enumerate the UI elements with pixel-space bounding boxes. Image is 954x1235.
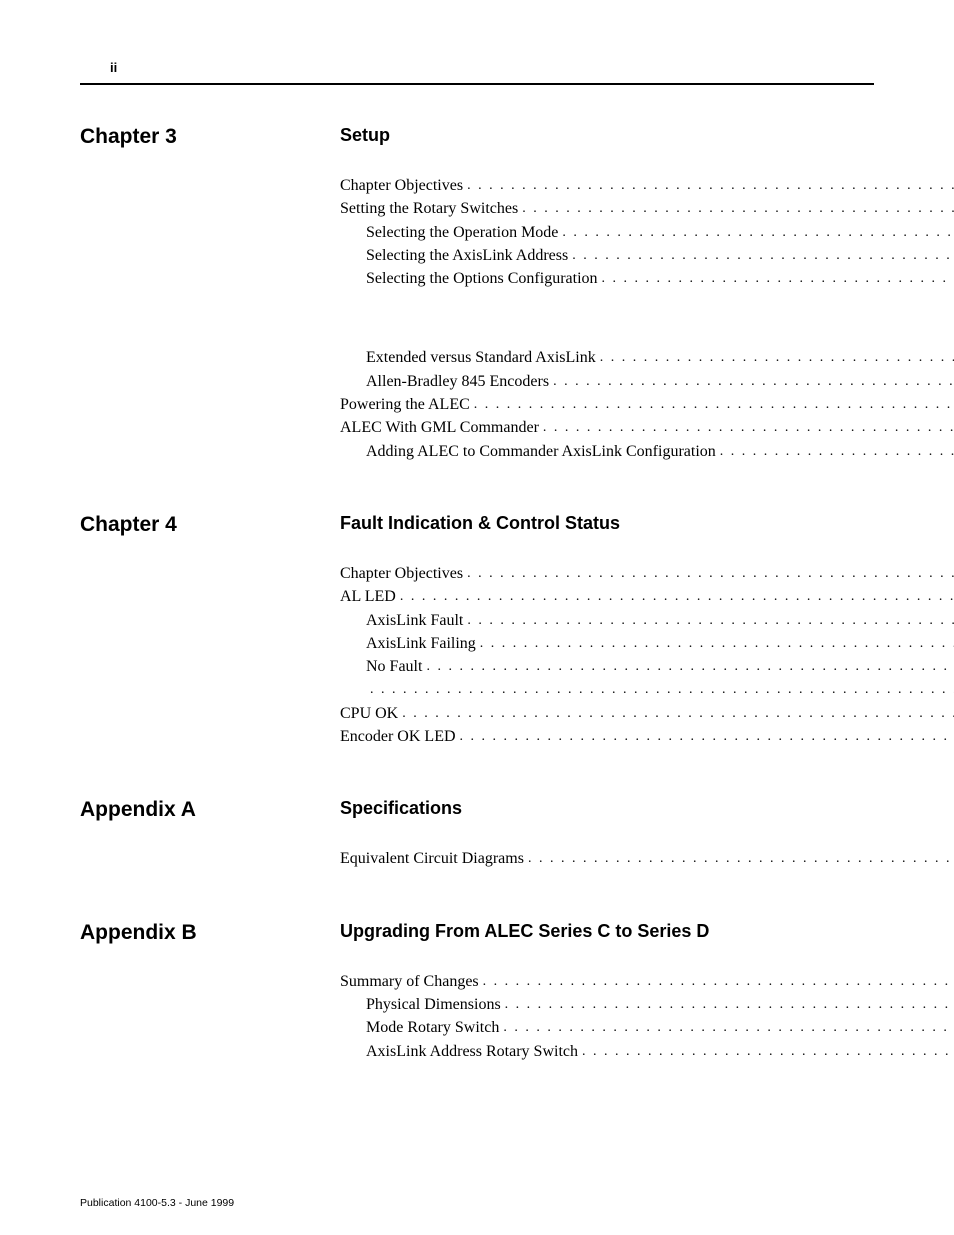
toc-text: Selecting the Operation Mode (366, 221, 558, 244)
toc-leader-dots (505, 995, 954, 1015)
chapter-block: Appendix BUpgrading From ALEC Series C t… (80, 921, 874, 1063)
section-title: Specifications (340, 798, 954, 819)
toc-leader-dots (720, 442, 954, 462)
toc-line: Setting the Rotary Switches27 (340, 197, 954, 220)
toc-text: Selecting the Options Configuration (366, 267, 598, 290)
toc-leader-dots (600, 348, 954, 368)
toc-leader-dots (370, 680, 954, 700)
toc-line: AxisLink Failing38 (340, 632, 954, 655)
toc-leader-dots (402, 704, 954, 724)
chapter-block: Chapter 4Fault Indication & Control Stat… (80, 513, 874, 748)
gap-block (340, 290, 954, 346)
section-title: Upgrading From ALEC Series C to Series D (340, 921, 954, 942)
toc-text: Allen-Bradley 845 Encoders (366, 370, 549, 393)
toc-leader-dots (467, 176, 954, 196)
toc-line: Selecting the Operation Mode27 (340, 221, 954, 244)
toc-text: Physical Dimensions (366, 993, 501, 1016)
toc-line: Mode Rotary Switch47 (340, 1016, 954, 1039)
toc-text: Equivalent Circuit Diagrams (340, 847, 524, 870)
toc-line: 39 (340, 678, 954, 701)
toc-line: Encoder OK LED39 (340, 725, 954, 748)
toc-line: Equivalent Circuit Diagrams45 (340, 847, 954, 870)
toc-text: AxisLink Failing (366, 632, 476, 655)
toc-text: Encoder OK LED (340, 725, 456, 748)
toc-text: ALEC With GML Commander (340, 416, 539, 439)
top-rule (80, 83, 874, 85)
toc-text: Adding ALEC to Commander AxisLink Config… (366, 440, 716, 463)
section-title: Fault Indication & Control Status (340, 513, 954, 534)
toc-leader-dots (467, 564, 954, 584)
toc-line: Chapter Objectives37 (340, 562, 954, 585)
toc-line: AxisLink Address Rotary Switch48 (340, 1040, 954, 1063)
toc-line: AL LED37 (340, 585, 954, 608)
page-number-top: ii (110, 60, 874, 75)
content-column: Specifications Equivalent Circuit Diagram… (340, 798, 954, 870)
toc-leader-dots (553, 372, 954, 392)
toc-line: Selecting the Options Configuration29 (340, 267, 954, 290)
toc-leader-dots (562, 223, 954, 243)
section-title: Setup (340, 125, 954, 146)
toc-text: AxisLink Fault (366, 609, 463, 632)
content-column: Upgrading From ALEC Series C to Series D… (340, 921, 954, 1063)
toc-text: Mode Rotary Switch (366, 1016, 499, 1039)
chapter-label-column: Chapter 3 (80, 125, 340, 463)
chapter-label: Chapter 4 (80, 513, 340, 537)
toc-line: Physical Dimensions47 (340, 993, 954, 1016)
chapter-block: Chapter 3SetupChapter Objectives27Settin… (80, 125, 874, 463)
toc-leader-dots (522, 199, 954, 219)
toc-line: Extended versus Standard AxisLink31 (340, 346, 954, 369)
toc-sections: Chapter 3SetupChapter Objectives27Settin… (80, 125, 874, 1063)
chapter-label-column: Chapter 4 (80, 513, 340, 748)
toc-text: Selecting the AxisLink Address (366, 244, 568, 267)
toc-text: AxisLink Address Rotary Switch (366, 1040, 578, 1063)
content-column: Fault Indication & Control Status Chapter… (340, 513, 954, 748)
toc-line: ALEC With GML Commander34 (340, 416, 954, 439)
toc-text: Powering the ALEC (340, 393, 470, 416)
toc-text: AL LED (340, 585, 396, 608)
chapter-label: Appendix B (80, 921, 340, 945)
content-column: Setup Chapter Objectives27Setting the Rot… (340, 125, 954, 463)
toc-text: Summary of Changes (340, 970, 479, 993)
toc-leader-dots (480, 634, 954, 654)
toc-line: Chapter Objectives27 (340, 174, 954, 197)
toc-text: CPU OK (340, 702, 398, 725)
toc-text: Extended versus Standard AxisLink (366, 346, 596, 369)
toc-leader-dots (543, 418, 954, 438)
toc-line: No Fault39 (340, 655, 954, 678)
toc-leader-dots (572, 246, 954, 266)
toc-leader-dots (400, 587, 954, 607)
toc-line: Adding ALEC to Commander AxisLink Config… (340, 440, 954, 463)
toc-leader-dots (467, 611, 954, 631)
toc-line: Selecting the AxisLink Address28 (340, 244, 954, 267)
toc-leader-dots (528, 849, 954, 869)
toc-line: Powering the ALEC33 (340, 393, 954, 416)
toc-leader-dots (460, 727, 954, 747)
toc-leader-dots (503, 1018, 954, 1038)
toc-leader-dots (582, 1042, 954, 1062)
toc-line: CPU OK39 (340, 702, 954, 725)
toc-text: No Fault (366, 655, 422, 678)
chapter-label-column: Appendix A (80, 798, 340, 870)
toc-text: Chapter Objectives (340, 174, 463, 197)
chapter-label: Appendix A (80, 798, 340, 822)
toc-line: Allen-Bradley 845 Encoders31 (340, 370, 954, 393)
toc-leader-dots (483, 972, 954, 992)
toc-leader-dots (602, 269, 954, 289)
toc-text: Chapter Objectives (340, 562, 463, 585)
chapter-label-column: Appendix B (80, 921, 340, 1063)
toc-leader-dots (426, 657, 954, 677)
publication-footer: Publication 4100-5.3 - June 1999 (80, 1197, 234, 1209)
toc-leader-dots (474, 395, 954, 415)
toc-text: Setting the Rotary Switches (340, 197, 518, 220)
toc-line: Summary of Changes47 (340, 970, 954, 993)
toc-line: AxisLink Fault38 (340, 609, 954, 632)
chapter-block: Appendix ASpecificationsEquivalent Circu… (80, 798, 874, 870)
chapter-label: Chapter 3 (80, 125, 340, 149)
